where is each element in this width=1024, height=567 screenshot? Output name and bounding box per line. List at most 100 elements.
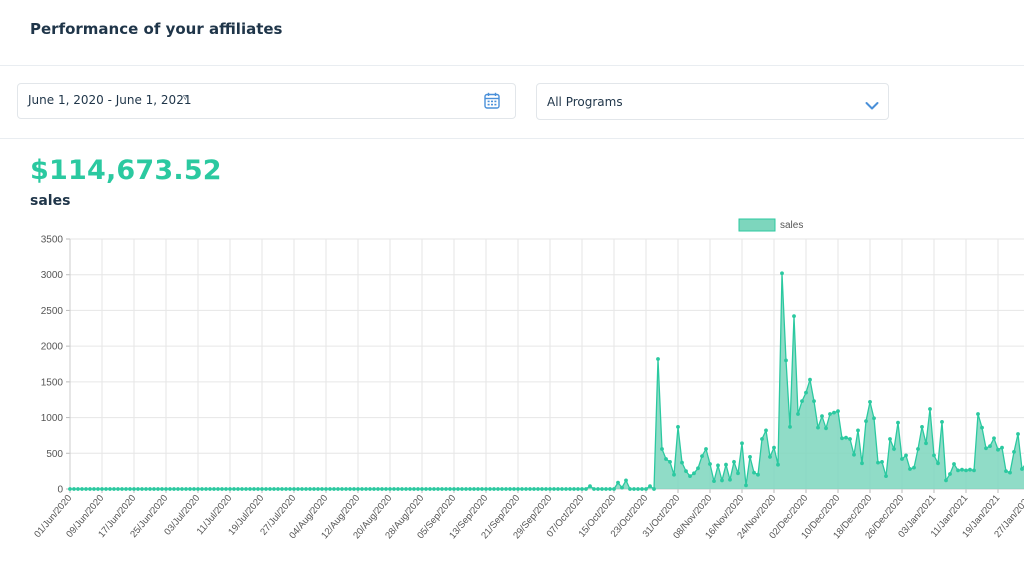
data-point	[780, 271, 784, 276]
data-point	[984, 446, 988, 451]
y-tick-label: 2500	[41, 306, 64, 317]
calendar-icon[interactable]	[484, 92, 500, 113]
data-point	[228, 487, 232, 491]
data-point	[772, 445, 776, 450]
data-point	[912, 465, 916, 470]
data-point	[616, 480, 620, 485]
data-point	[288, 487, 292, 491]
data-point	[864, 419, 868, 423]
program-select-value: All Programs	[547, 95, 623, 109]
data-point	[96, 487, 100, 491]
data-point	[196, 487, 200, 491]
data-point	[376, 487, 380, 491]
data-point	[180, 487, 184, 491]
data-point	[324, 487, 328, 491]
data-point	[784, 358, 788, 363]
data-point	[368, 487, 372, 491]
data-point	[440, 487, 444, 491]
data-point	[136, 487, 140, 491]
data-point	[200, 487, 204, 491]
data-point	[480, 487, 484, 491]
data-point	[1016, 432, 1020, 436]
data-point	[572, 487, 576, 491]
legend-swatch	[738, 218, 776, 232]
data-point	[1000, 445, 1004, 450]
data-point	[364, 487, 368, 491]
data-point	[816, 425, 820, 430]
data-point	[944, 478, 948, 483]
y-tick-label: 3500	[41, 235, 64, 246]
data-point	[380, 487, 384, 491]
chevron-down-icon[interactable]	[865, 96, 879, 115]
data-point	[728, 477, 732, 482]
data-point	[72, 487, 76, 491]
data-point	[1008, 470, 1012, 475]
data-point	[416, 487, 420, 491]
data-point	[512, 487, 516, 491]
data-point	[872, 416, 876, 421]
page-header: Performance of your affiliates	[0, 0, 1024, 66]
data-point	[140, 487, 144, 491]
data-point	[264, 487, 268, 491]
data-point	[84, 487, 88, 491]
sales-total-label: sales	[30, 193, 71, 209]
data-point	[188, 487, 192, 491]
data-point	[568, 487, 572, 491]
data-point	[1004, 469, 1008, 473]
data-point	[932, 453, 936, 458]
data-point	[428, 487, 432, 491]
data-point	[468, 487, 472, 491]
data-point	[432, 487, 436, 491]
data-point	[552, 487, 556, 491]
data-point	[244, 487, 248, 491]
data-point	[708, 462, 712, 466]
data-point	[516, 487, 520, 491]
data-point	[524, 487, 528, 491]
data-point	[632, 487, 636, 491]
data-point	[420, 487, 424, 491]
data-point	[628, 487, 632, 491]
data-point	[852, 452, 856, 457]
data-point	[532, 487, 536, 491]
data-point	[492, 487, 496, 491]
program-select[interactable]: All Programs	[536, 83, 889, 120]
data-point	[296, 487, 300, 491]
data-point	[680, 460, 684, 465]
data-point	[396, 487, 400, 491]
data-point	[760, 437, 764, 441]
data-point	[240, 487, 244, 491]
data-point	[860, 461, 864, 466]
data-point	[648, 484, 652, 488]
data-point	[80, 487, 84, 491]
data-point	[68, 487, 72, 491]
data-point	[588, 484, 592, 488]
data-point	[660, 447, 664, 451]
date-range-picker[interactable]: June 1, 2020 - June 1, 2021 ▿	[17, 83, 516, 119]
data-point	[280, 487, 284, 491]
data-point	[888, 437, 892, 441]
data-point	[236, 487, 240, 491]
data-point	[360, 487, 364, 491]
data-point	[808, 377, 812, 382]
data-point	[600, 487, 604, 491]
data-point	[192, 487, 196, 491]
data-point	[304, 487, 308, 491]
data-point	[904, 453, 908, 458]
data-point	[752, 470, 756, 475]
data-point	[312, 487, 316, 491]
y-tick-label: 1500	[41, 377, 64, 388]
data-point	[664, 457, 668, 461]
data-point	[584, 487, 588, 491]
data-point	[88, 487, 92, 491]
data-point	[340, 487, 344, 491]
data-point	[212, 487, 216, 491]
y-tick-label: 2000	[41, 342, 64, 353]
data-point	[448, 487, 452, 491]
data-point	[676, 425, 680, 429]
data-point	[308, 487, 312, 491]
data-point	[796, 412, 800, 416]
data-point	[692, 471, 696, 476]
data-point	[332, 487, 336, 491]
data-point	[352, 487, 356, 491]
data-point	[624, 478, 628, 483]
